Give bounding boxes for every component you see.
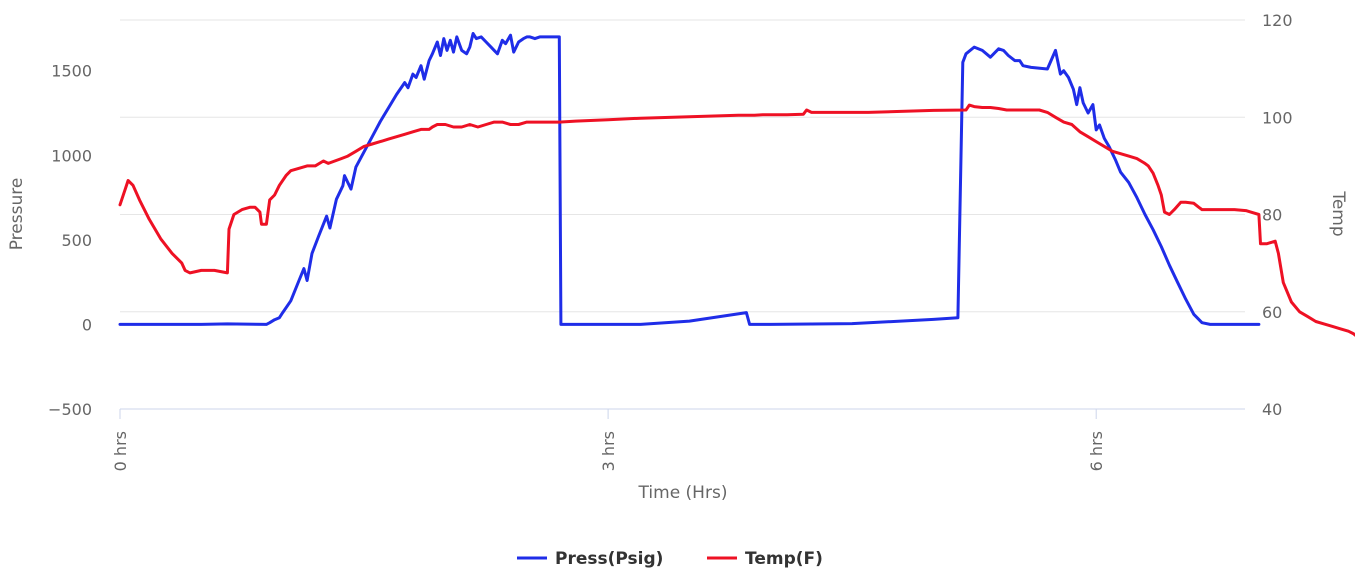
right-tick-label: 100 [1262, 108, 1293, 127]
right-axis-title: Temp [1328, 190, 1348, 236]
right-tick-label: 80 [1262, 206, 1282, 225]
right-tick-label: 120 [1262, 11, 1293, 30]
series-line [120, 105, 1355, 336]
legend-label: Press(Psig) [555, 549, 663, 569]
series-line [120, 34, 1259, 325]
legend-label: Temp(F) [745, 549, 823, 569]
left-tick-label: 1500 [51, 62, 92, 81]
right-tick-label: 60 [1262, 303, 1282, 322]
right-tick-label: 40 [1262, 400, 1282, 419]
left-axis-title: Pressure [7, 178, 27, 251]
series-layer [120, 34, 1355, 337]
legend: Press(Psig) Temp(F) [517, 549, 823, 569]
left-axis-ticks: −500 0 500 1000 1500 [48, 62, 92, 419]
left-tick-label: 1000 [51, 146, 92, 165]
gridlines [120, 20, 1245, 312]
x-tick-label: 6 hrs [1087, 431, 1106, 471]
x-tick-label: 3 hrs [599, 431, 618, 471]
right-axis-ticks: 40 60 80 100 120 [1262, 11, 1293, 419]
left-tick-label: −500 [48, 400, 92, 419]
x-tick-label: 0 hrs [111, 431, 130, 471]
left-tick-label: 500 [61, 231, 92, 250]
left-tick-label: 0 [82, 315, 92, 334]
x-axis-title: Time (Hrs) [638, 483, 728, 503]
x-axis-ticks: 0 hrs 3 hrs 6 hrs [111, 409, 1106, 471]
